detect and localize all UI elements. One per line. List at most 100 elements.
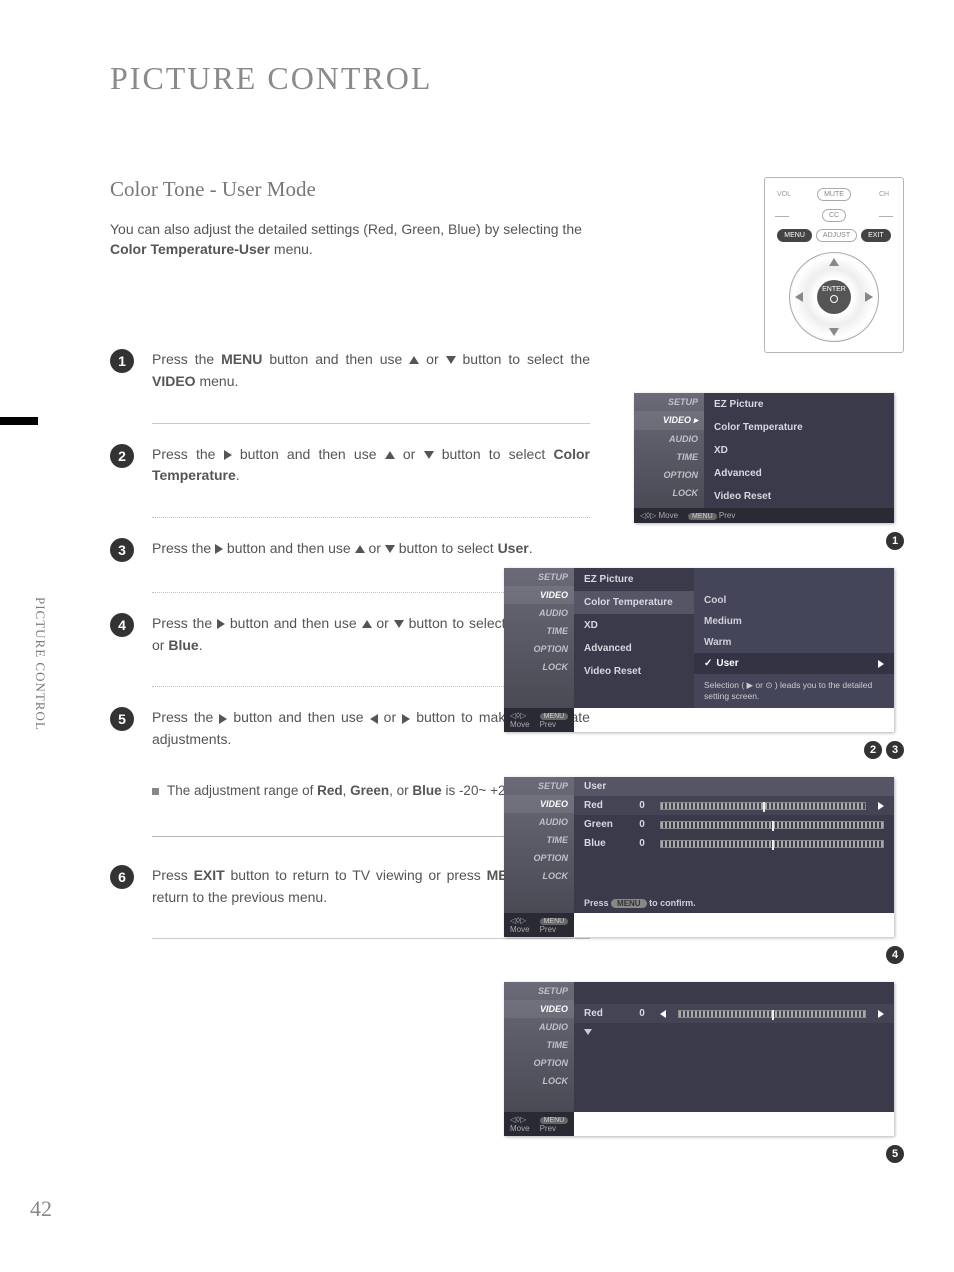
badge-1: 1 xyxy=(886,532,904,550)
nb3: Blue xyxy=(412,783,441,798)
page-number: 42 xyxy=(30,1196,52,1222)
osd-user-rgb: SETUP VIDEO AUDIO TIME OPTION LOCK User … xyxy=(504,777,894,937)
slider-blue: Blue 0 xyxy=(574,834,894,853)
s4t7: . xyxy=(199,637,203,653)
osd-side-lock: LOCK xyxy=(634,484,704,502)
osd2-colortemp: Color Temperature xyxy=(574,591,694,614)
osd-side-video-label: VIDEO xyxy=(663,415,691,425)
slider-red-label: Red xyxy=(584,800,624,811)
arrow-down-icon xyxy=(584,1029,592,1035)
step-num-2: 2 xyxy=(110,444,134,468)
nt2: , xyxy=(343,783,351,798)
temp-note: Selection ( ▶ or ⊙ ) leads you to the de… xyxy=(694,674,894,708)
slider-bar xyxy=(660,802,866,810)
slider-bar xyxy=(660,840,884,848)
osd-side-setup: SETUP xyxy=(634,393,704,411)
s4t4: button to select xyxy=(404,615,511,631)
s3b1: User xyxy=(498,540,529,556)
s4t2: button and then use xyxy=(225,615,362,631)
slider-green: Green 0 xyxy=(574,815,894,834)
temp-medium: Medium xyxy=(694,611,894,632)
s3t1: Press the xyxy=(152,540,215,556)
s4b3: Blue xyxy=(168,637,198,653)
step-num-3: 3 xyxy=(110,538,134,562)
temp-user: ✓User xyxy=(694,653,894,674)
step-2: 2 Press the button and then use or butto… xyxy=(110,434,590,505)
osd2-side-setup: SETUP xyxy=(504,568,574,586)
dpad: ENTER xyxy=(789,252,879,342)
check-icon: ✓ xyxy=(704,658,712,669)
cc-button[interactable]: CC xyxy=(822,209,846,222)
osd2-ezpicture: EZ Picture xyxy=(574,568,694,591)
osd4-footer-prev: Prev xyxy=(540,1124,556,1133)
vol-label: VOL xyxy=(775,191,793,198)
osd4-side-lock: LOCK xyxy=(504,1072,574,1090)
step-num-1: 1 xyxy=(110,349,134,373)
slider-blue-value: 0 xyxy=(636,838,648,849)
s3t4: button to select xyxy=(395,540,498,556)
osd2-side-option: OPTION xyxy=(504,640,574,658)
menu-button[interactable]: MENU xyxy=(777,229,812,242)
s4t1: Press the xyxy=(152,615,217,631)
slider-blue-label: Blue xyxy=(584,838,624,849)
enter-button[interactable]: ENTER xyxy=(817,280,851,314)
exit-button[interactable]: EXIT xyxy=(861,229,891,242)
osd-footer-move: Move xyxy=(658,511,678,520)
nt1: The adjustment range of xyxy=(167,783,317,798)
badge-5: 5 xyxy=(886,1145,904,1163)
side-black-tab xyxy=(0,417,38,425)
s5t1: Press the xyxy=(152,709,219,725)
badge-3: 3 xyxy=(886,741,904,759)
osd3-side-lock: LOCK xyxy=(504,867,574,885)
red-detail-label: Red xyxy=(584,1008,624,1019)
osd4-side-time: TIME xyxy=(504,1036,574,1054)
mute-button[interactable]: MUTE xyxy=(817,188,851,201)
red-detail-value: 0 xyxy=(636,1008,648,1019)
arrow-down-icon xyxy=(446,356,456,364)
s2t5: . xyxy=(236,467,240,483)
dpad-up-icon[interactable] xyxy=(829,258,839,266)
nb1: Red xyxy=(317,783,343,798)
step-num-6: 6 xyxy=(110,865,134,889)
osd3-side-video: VIDEO xyxy=(504,795,574,813)
separator xyxy=(152,517,590,518)
arrow-left-icon xyxy=(660,1010,666,1018)
adjust-button[interactable]: ADJUST xyxy=(816,229,857,242)
osd4-side-video: VIDEO xyxy=(504,1000,574,1018)
arrow-right-icon xyxy=(878,802,884,810)
s2t3: or xyxy=(395,446,424,462)
badge-2: 2 xyxy=(864,741,882,759)
arrow-right-icon xyxy=(878,660,884,668)
menu-pill: MENU xyxy=(688,513,717,520)
dpad-left-icon[interactable] xyxy=(795,292,803,302)
osd-item-advanced: Advanced xyxy=(704,462,894,485)
s3t3: or xyxy=(365,540,385,556)
ch-label: CH xyxy=(875,191,893,198)
s3t5: . xyxy=(529,540,533,556)
dpad-down-icon[interactable] xyxy=(829,328,839,336)
ch-minus-icon[interactable]: — xyxy=(879,207,893,223)
vol-minus-icon[interactable]: — xyxy=(775,207,789,223)
osd-item-ezpicture: EZ Picture xyxy=(704,393,894,416)
confirm-btn: MENU xyxy=(611,899,647,908)
remote-control: VOL MUTE CH — CC — MENU ADJUST EXIT xyxy=(764,177,904,353)
osd2-xd: XD xyxy=(574,614,694,637)
s1t2: button and then use xyxy=(262,351,409,367)
bullet-icon xyxy=(152,788,159,795)
osd-colortemp-menu: SETUP VIDEO AUDIO TIME OPTION LOCK EZ Pi… xyxy=(504,568,894,732)
osd4-side-setup: SETUP xyxy=(504,982,574,1000)
arrow-right-icon xyxy=(402,714,410,724)
osd2-videoreset: Video Reset xyxy=(574,660,694,683)
user-header: User xyxy=(574,777,894,796)
side-label: PICTURE CONTROL xyxy=(32,597,48,731)
temp-cool: Cool xyxy=(694,590,894,611)
osd4-side-audio: AUDIO xyxy=(504,1018,574,1036)
arrow-down-icon xyxy=(385,545,395,553)
osd3-side-audio: AUDIO xyxy=(504,813,574,831)
osd2-side-time: TIME xyxy=(504,622,574,640)
slider-red-value: 0 xyxy=(636,800,648,811)
osd3-footer-prev: Prev xyxy=(540,925,556,934)
dpad-right-icon[interactable] xyxy=(865,292,873,302)
osd2-advanced: Advanced xyxy=(574,637,694,660)
intro-pre: You can also adjust the detailed setting… xyxy=(110,221,582,237)
